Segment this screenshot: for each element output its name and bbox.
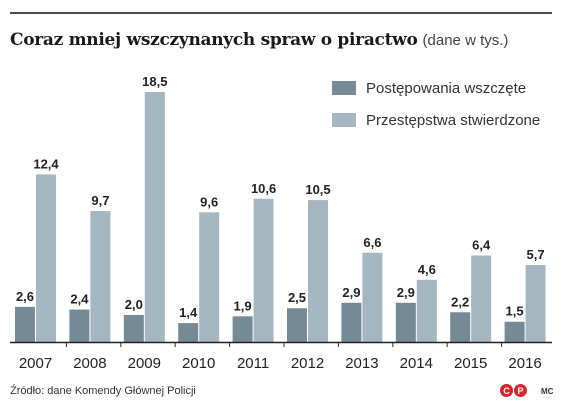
top-rule <box>10 12 552 14</box>
bar-label-przestepstwa-2015: 6,4 <box>472 238 491 253</box>
bar-postepowania-2010 <box>178 323 199 342</box>
bar-label-przestepstwa-2009: 18,5 <box>142 74 167 89</box>
chart-title: Coraz mniej wszczynanych spraw o piractw… <box>10 30 418 50</box>
bar-postepowania-2011 <box>232 316 253 342</box>
bar-label-postepowania-2008: 2,4 <box>70 292 89 307</box>
bar-przestepstwa-2011 <box>253 198 274 342</box>
bar-postepowania-2016 <box>504 321 525 342</box>
bar-label-postepowania-2012: 2,5 <box>288 290 306 305</box>
bar-label-przestepstwa-2014: 4,6 <box>418 262 436 277</box>
bar-label-postepowania-2015: 2,2 <box>451 294 469 309</box>
bar-label-przestepstwa-2011: 10,6 <box>251 181 276 196</box>
bar-chart: 2,6 12,4 2007 2,4 9,7 2008 2,0 18,5 2009 1,4 9,6 20… <box>10 74 552 372</box>
bar-label-postepowania-2010: 1,4 <box>179 305 198 320</box>
bar-przestepstwa-2013 <box>362 252 383 342</box>
bar-przestepstwa-2010 <box>199 212 220 342</box>
bar-label-postepowania-2007: 2,6 <box>16 289 34 304</box>
legend-swatch-series-2 <box>332 113 356 127</box>
bar-label-przestepstwa-2010: 9,6 <box>200 194 218 209</box>
chart-header: Coraz mniej wszczynanych spraw o piractw… <box>10 30 508 50</box>
legend-swatch-series-1 <box>332 81 356 95</box>
bar-postepowania-2013 <box>341 302 362 342</box>
x-tick-label-2009: 2009 <box>128 355 161 372</box>
bar-przestepstwa-2009 <box>144 92 165 342</box>
logo-letter-p: P <box>514 384 527 397</box>
x-tick-label-2008: 2008 <box>73 355 106 372</box>
bar-przestepstwa-2007 <box>36 174 56 342</box>
bar-postepowania-2015 <box>450 312 471 342</box>
bar-przestepstwa-2016 <box>525 264 546 342</box>
legend-item-series-2: Przestępstwa stwierdzone <box>332 104 540 136</box>
x-tick-label-2015: 2015 <box>454 355 487 372</box>
legend-item-series-1: Postępowania wszczęte <box>332 72 540 104</box>
bar-przestepstwa-2012 <box>308 200 328 342</box>
author-initials: MC <box>541 387 554 396</box>
bar-label-przestepstwa-2016: 5,7 <box>527 247 545 262</box>
x-tick-label-2007: 2007 <box>19 355 52 372</box>
bar-label-przestepstwa-2008: 9,7 <box>91 193 109 208</box>
logo-letter-c: C <box>500 384 513 397</box>
x-tick-label-2013: 2013 <box>345 355 378 372</box>
bar-przestepstwa-2015 <box>471 255 492 342</box>
bar-przestepstwa-2008 <box>90 210 111 342</box>
bar-label-przestepstwa-2007: 12,4 <box>33 156 59 171</box>
bar-label-postepowania-2009: 2,0 <box>125 297 143 312</box>
legend: Postępowania wszczęte Przestępstwa stwie… <box>332 72 540 136</box>
bar-postepowania-2014 <box>395 302 416 342</box>
bar-postepowania-2008 <box>69 309 90 342</box>
x-tick-label-2010: 2010 <box>182 355 215 372</box>
legend-label-series-1: Postępowania wszczęte <box>366 79 527 97</box>
bar-label-przestepstwa-2012: 10,5 <box>305 182 330 197</box>
bar-przestepstwa-2014 <box>416 279 437 342</box>
publisher-logo: C P <box>500 384 528 397</box>
bar-label-postepowania-2016: 1,5 <box>506 304 524 319</box>
bar-postepowania-2012 <box>287 308 307 342</box>
chart-subtitle: (dane w tys.) <box>422 32 509 49</box>
bar-label-postepowania-2011: 1,9 <box>234 298 252 313</box>
legend-label-series-2: Przestępstwa stwierdzone <box>366 111 541 129</box>
bar-label-postepowania-2014: 2,9 <box>397 285 415 300</box>
bar-label-przestepstwa-2013: 6,6 <box>363 235 381 250</box>
bar-label-postepowania-2013: 2,9 <box>342 285 360 300</box>
x-tick-label-2012: 2012 <box>291 355 324 372</box>
x-tick-label-2016: 2016 <box>508 355 541 372</box>
x-tick-label-2011: 2011 <box>237 355 269 372</box>
bar-postepowania-2009 <box>123 314 144 342</box>
bar-postepowania-2007 <box>15 306 35 342</box>
x-tick-label-2014: 2014 <box>400 355 433 372</box>
source-note: Źródło: dane Komendy Głównej Policji <box>10 385 196 397</box>
